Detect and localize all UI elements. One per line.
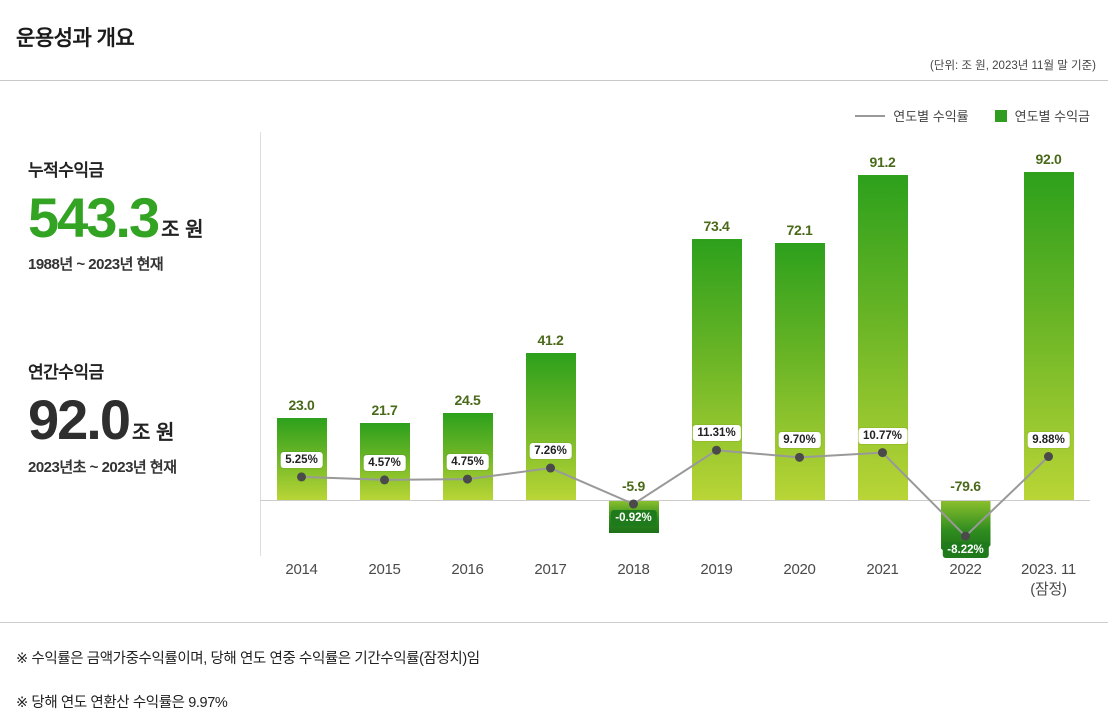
bar-value-label: 73.4 [703,217,730,234]
rate-label-badge: 4.75% [446,454,489,471]
x-axis-label: 2021 [866,561,899,578]
zero-baseline [260,500,1090,501]
return-bar-2017 [525,353,576,500]
cumulative-return-unit: 조 원 [161,219,204,242]
rate-label-badge: -0.92% [610,510,657,527]
rate-label-badge: 4.57% [363,454,406,471]
annual-return-period: 2023년초 ~ 2023년 현재 [28,458,177,476]
bar-value-label: -79.6 [950,478,981,494]
x-axis-label: 2023. 11 (잠정) [994,560,1104,599]
header: 운용성과 개요 (단위: 조 원, 2023년 11월 말 기준) [0,0,1108,81]
return-bar-2020 [774,243,825,500]
return-bar-2023-11 [1023,172,1074,500]
rate-label-badge: 7.26% [529,443,572,460]
rate-label-badge: 10.77% [857,427,908,444]
footnotes: ※ 수익률은 금액가중수익률이며, 당해 연도 연중 수익률은 기간수익률(잠정… [0,622,1108,711]
cumulative-return-value: 543.3 [28,186,160,249]
bar-value-label: 23.0 [288,397,315,414]
footnote-2: ※ 당해 연도 연환산 수익률은 9.97% [16,695,228,711]
bar-value-label: 24.5 [454,391,481,408]
x-axis-label: 2017 [534,561,567,578]
cumulative-return-stat: 누적수익금 543.3 조 원 1988년 ~ 2023년 현재 [28,156,260,274]
annual-return-stat: 연간수익금 92.0 조 원 2023년초 ~ 2023년 현재 [28,358,260,476]
return-bar-2021 [857,175,908,500]
x-axis-label: 2020 [783,561,816,578]
x-axis-label: 2019 [700,561,733,578]
unit-note: (단위: 조 원, 2023년 11월 말 기준) [930,60,1096,72]
bar-value-label: 21.7 [371,401,398,418]
rate-label-badge: 5.25% [280,451,323,468]
legend-item-return-bar: 연도별 수익금 [994,106,1090,125]
rate-label-badge: -8.22% [942,542,989,559]
chart-legend: 연도별 수익률 연도별 수익금 [855,106,1090,125]
bar-value-label: -5.9 [622,478,645,494]
annual-return-unit: 조 원 [132,421,175,444]
annual-return-value: 92.0 [28,388,131,452]
rate-label-badge: 11.31% [692,425,741,442]
annual-return-value-row: 92.0 조 원 [28,388,260,452]
y-axis-line [260,132,261,556]
cumulative-return-label: 누적수익금 [28,161,104,180]
annual-return-label: 연간수익금 [28,363,104,383]
x-axis-label: 2015 [368,561,401,578]
legend-bar-label: 연도별 수익금 [1014,109,1090,124]
bar-value-label: 92.0 [1035,151,1062,168]
legend-item-rate-line: 연도별 수익률 [855,106,969,125]
x-axis-label: 2018 [617,561,650,578]
summary-stats: 누적수익금 543.3 조 원 1988년 ~ 2023년 현재 연간수익금 9… [28,156,260,477]
bar-value-label: 41.2 [537,332,564,349]
x-axis-label: 2016 [451,561,484,578]
return-bar-2019 [691,238,742,500]
performance-chart: 23.0 2014 21.7 2015 24.5 2016 41.2 2017 -5.9 2018… [260,132,1090,612]
x-axis-label: 2022 [949,561,982,578]
x-axis-label: 2014 [285,561,318,578]
bar-value-label: 72.1 [786,222,813,239]
cumulative-return-value-row: 543.3 조 원 [28,186,260,249]
bar-value-label: 91.2 [869,154,896,171]
footnote-1: ※ 수익률은 금액가중수익률이며, 당해 연도 연중 수익률은 기간수익률(잠정… [16,651,480,667]
cumulative-return-period: 1988년 ~ 2023년 현재 [28,256,164,274]
rate-label-badge: 9.70% [778,432,821,449]
bar-symbol-icon [994,109,1007,122]
x-axis-sublabel: (잠정) [1030,580,1067,598]
legend-line-label: 연도별 수익률 [893,109,969,124]
line-symbol-icon [855,114,886,117]
page-title: 운용성과 개요 [16,27,135,50]
rate-label-badge: 9.88% [1027,431,1070,448]
